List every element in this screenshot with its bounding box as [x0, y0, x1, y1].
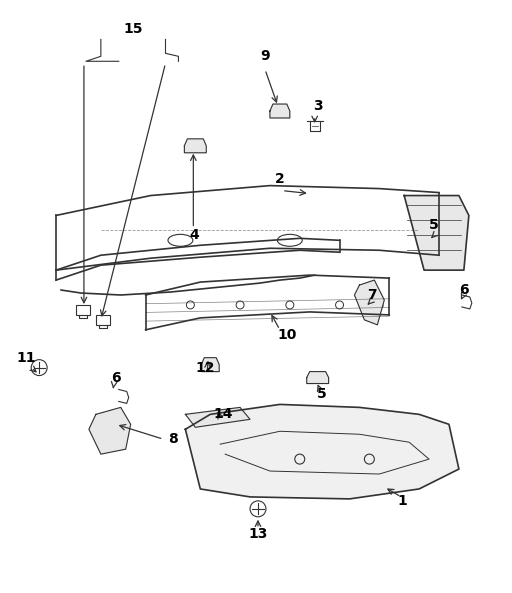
Polygon shape [185, 407, 250, 428]
Text: 6: 6 [459, 283, 468, 297]
Text: 13: 13 [248, 527, 268, 541]
Text: 6: 6 [111, 371, 121, 384]
Polygon shape [89, 407, 131, 454]
Bar [96, 315, 110, 325]
Text: 12: 12 [196, 361, 215, 375]
Text: 5: 5 [429, 218, 439, 232]
Text: 11: 11 [16, 350, 36, 365]
Text: 3: 3 [313, 99, 323, 113]
Text: 10: 10 [277, 328, 296, 342]
Polygon shape [270, 104, 290, 118]
Text: 4: 4 [189, 228, 199, 243]
Polygon shape [185, 404, 459, 499]
Text: 1: 1 [397, 494, 407, 508]
Text: 8: 8 [168, 432, 178, 446]
Text: 15: 15 [124, 23, 143, 36]
Text: 9: 9 [260, 49, 270, 63]
Polygon shape [404, 196, 469, 270]
Polygon shape [201, 358, 219, 372]
Polygon shape [307, 372, 329, 384]
Polygon shape [354, 280, 385, 325]
Text: 14: 14 [214, 407, 233, 422]
Text: 7: 7 [368, 288, 377, 302]
Polygon shape [184, 139, 206, 153]
Text: 2: 2 [275, 171, 285, 186]
Bar [76, 305, 90, 315]
Text: 5: 5 [317, 387, 327, 401]
